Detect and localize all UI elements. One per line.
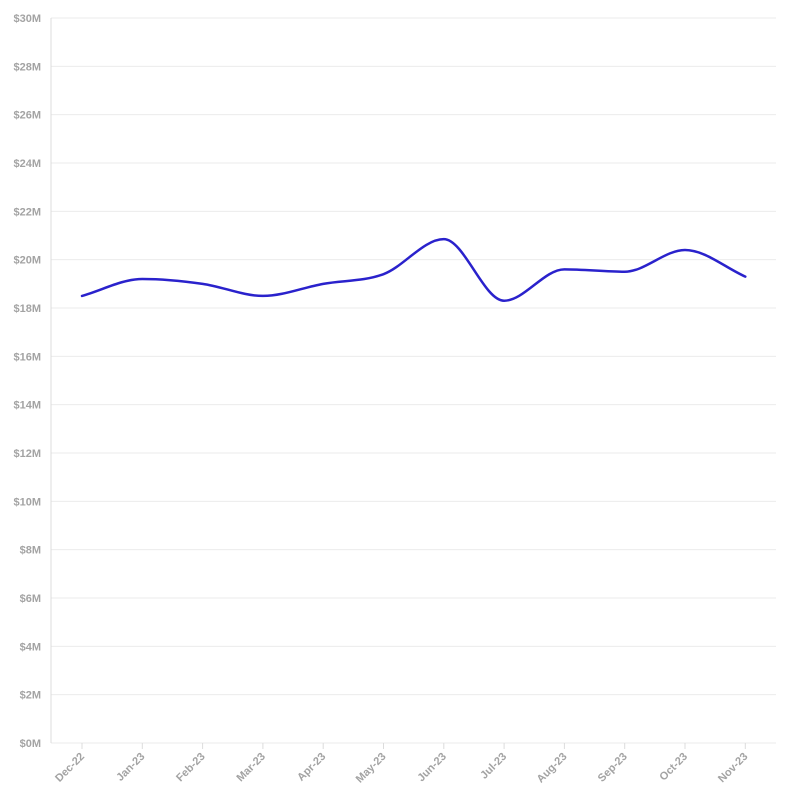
x-tick-label: Aug-23	[535, 751, 570, 786]
series-line-0	[80, 237, 747, 302]
y-tick-label: $14M	[13, 400, 41, 412]
grid-layer	[51, 17, 776, 744]
x-tick-label: Nov-23	[716, 751, 750, 785]
x-tick-label: Mar-23	[234, 751, 268, 785]
y-tick-label: $30M	[13, 13, 41, 25]
y-tick-label: $28M	[13, 61, 41, 73]
y-tick-label: $0M	[20, 738, 41, 750]
y-tick-label: $20M	[13, 255, 41, 267]
y-tick-label: $16M	[13, 351, 41, 363]
axis-layer: $0M $2M $4M $6M $8M $10M $12M $14M $16M $18M $20M $…	[13, 13, 750, 785]
y-tick-label: $6M	[20, 593, 41, 605]
y-tick-label: $22M	[13, 206, 41, 218]
y-tick-label: $18M	[13, 303, 41, 315]
x-tick-label: May-23	[354, 751, 389, 786]
y-tick-label: $26M	[13, 110, 41, 122]
y-tick-label: $24M	[13, 158, 41, 170]
y-tick-label: $10M	[13, 496, 41, 508]
line-layer	[80, 237, 747, 302]
x-tick-label: Jun-23	[415, 751, 449, 785]
y-tick-label: $12M	[13, 448, 41, 460]
x-tick-label: Apr-23	[295, 751, 328, 784]
x-tick-label: Oct-23	[657, 751, 690, 784]
x-tick-label: Jul-23	[478, 751, 509, 782]
y-tick-label: $8M	[20, 545, 41, 557]
y-tick-label: $2M	[20, 690, 41, 702]
x-tick-label: Sep-23	[596, 751, 630, 785]
y-tick-label: $4M	[20, 641, 41, 653]
x-tick-label: Jan-23	[114, 751, 147, 784]
x-tick-label: Feb-23	[174, 751, 208, 785]
x-tick-label: Dec-22	[53, 751, 87, 785]
